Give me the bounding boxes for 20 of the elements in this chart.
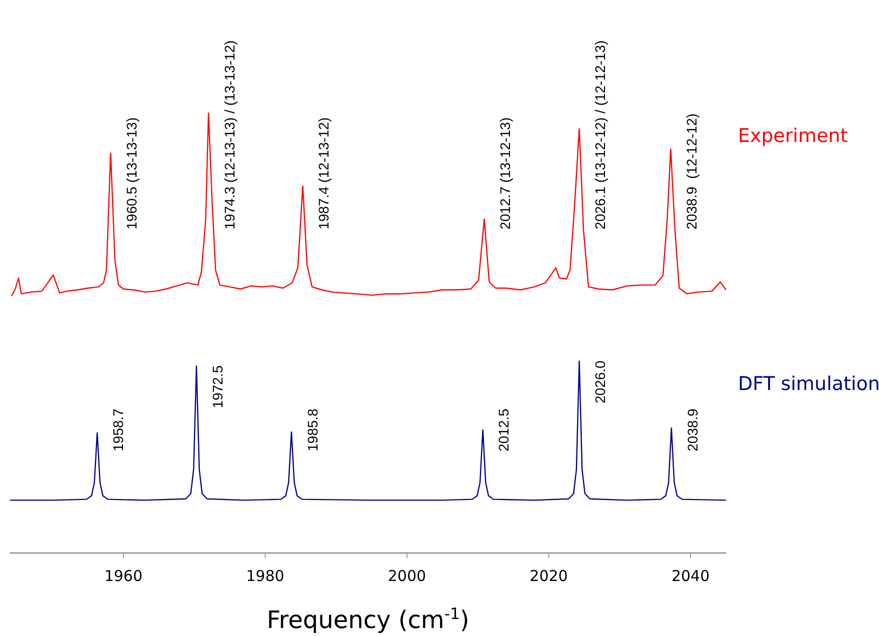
x-tick-label: 2020 <box>530 567 568 585</box>
annotation: 1987.4 (12-13-12) <box>316 117 332 230</box>
annotation: 1960.5 (13-13-13) <box>124 117 140 230</box>
x-tick-label: 1980 <box>246 567 284 585</box>
annotation: 1958.7 <box>110 408 126 452</box>
annotation: 2026.1 (13-12-12) / (12-12-13) <box>592 40 608 230</box>
x-tick-label: 1960 <box>104 567 143 585</box>
text: DFT simulation <box>738 373 879 396</box>
text: Experiment <box>738 125 848 147</box>
x-axis-title: Frequency (cm$^{-1}$) <box>266 605 470 634</box>
annotation: 2038.9 (12-12-12) <box>684 113 700 230</box>
annotation: 1972.5 <box>209 365 226 408</box>
annotation: 2026.0 <box>592 360 608 404</box>
x-tick-label: 2040 <box>671 567 710 585</box>
annotation: 1974.3 (12-13-13) / (13-13-12) <box>221 40 238 230</box>
annotation: 2012.5 <box>496 408 512 452</box>
x-tick-label: 2000 <box>388 567 426 585</box>
annotation: 1985.8 <box>304 408 320 452</box>
annotation: 2012.7 (13-12-13) <box>497 117 514 230</box>
annotation: 2038.9 <box>684 408 700 452</box>
